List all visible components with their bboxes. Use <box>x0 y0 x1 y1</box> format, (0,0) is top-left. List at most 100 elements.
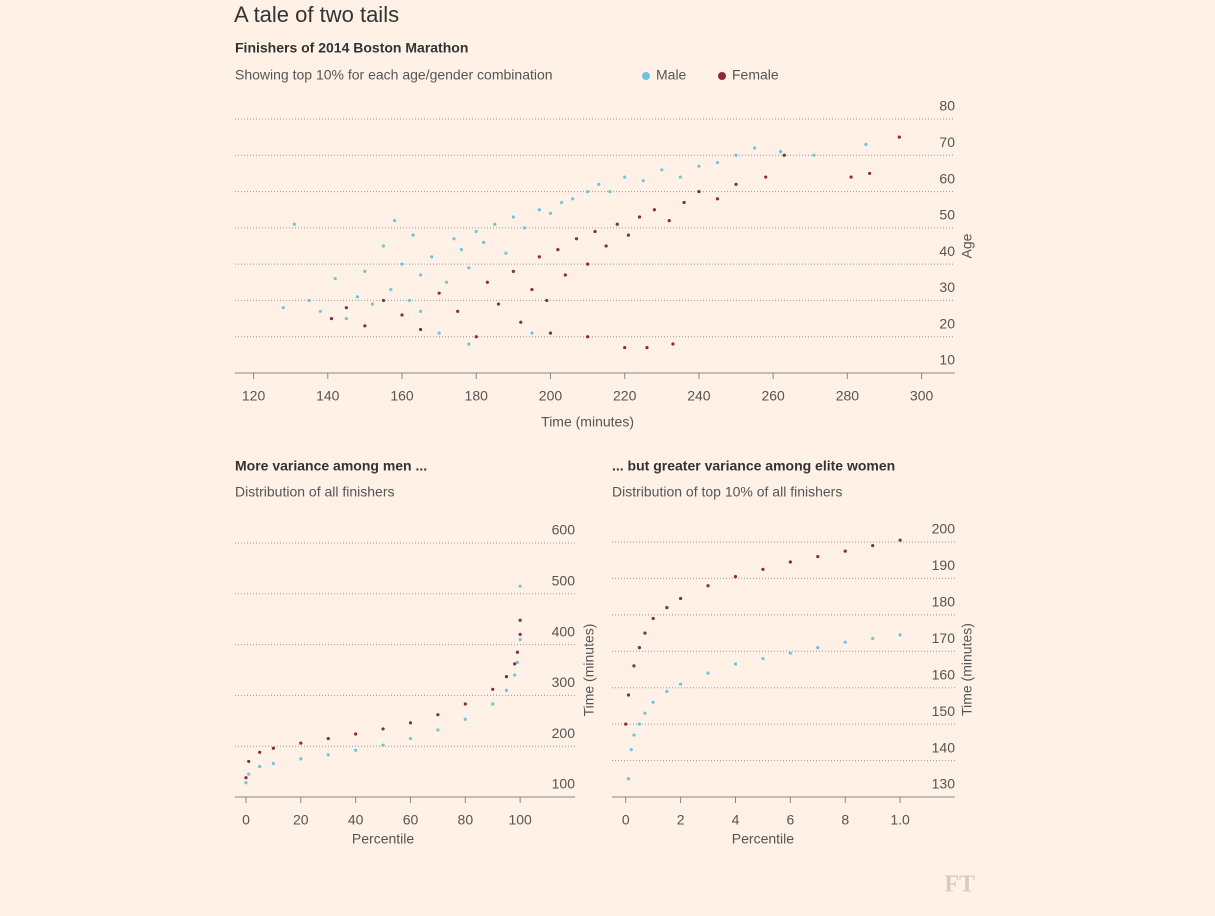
point <box>504 675 509 679</box>
point <box>897 135 901 139</box>
y-tick-label: 40 <box>939 243 955 259</box>
x-axis-label: Time (minutes) <box>541 414 634 430</box>
legend-label: Female <box>732 67 779 83</box>
x-tick-label: 280 <box>836 388 860 404</box>
point <box>247 772 251 776</box>
point <box>651 700 655 704</box>
point <box>632 664 636 668</box>
point <box>504 251 508 255</box>
point <box>363 269 367 273</box>
point <box>626 233 631 237</box>
point <box>467 342 471 346</box>
point <box>307 298 311 303</box>
point <box>548 211 553 215</box>
point <box>418 273 423 277</box>
point <box>734 182 738 186</box>
point <box>597 182 601 186</box>
x-tick-label: 8 <box>841 812 849 828</box>
point <box>491 702 495 706</box>
y-axis-label: Age <box>959 233 975 258</box>
y-tick-label: 60 <box>939 170 955 186</box>
x-axis-label: Percentile <box>352 831 414 847</box>
point <box>678 175 682 179</box>
y-tick-label: 300 <box>552 674 576 690</box>
x-tick-label: 40 <box>348 812 364 828</box>
point <box>400 313 404 317</box>
point <box>381 244 386 248</box>
point <box>418 309 423 313</box>
x-tick-label: 160 <box>390 388 414 404</box>
point <box>381 743 385 747</box>
legend-marker <box>718 72 726 80</box>
point <box>733 662 738 666</box>
point <box>559 200 564 205</box>
point <box>548 331 553 335</box>
y-tick-label: 130 <box>932 776 956 792</box>
point <box>585 262 590 266</box>
y-tick-label: 80 <box>939 98 955 114</box>
point <box>706 671 710 675</box>
point <box>788 560 792 564</box>
y-tick-label: 30 <box>939 279 955 295</box>
y-tick-label: 180 <box>932 594 956 610</box>
point <box>843 640 847 644</box>
chart-subtitle: Distribution of all finishers <box>235 484 395 500</box>
x-tick-label: 240 <box>687 388 711 404</box>
point <box>515 660 520 664</box>
point <box>513 673 517 677</box>
point <box>679 682 683 686</box>
point <box>467 266 471 270</box>
chart-title: Finishers of 2014 Boston Marathon <box>235 40 468 56</box>
point <box>615 222 619 226</box>
point <box>637 722 642 726</box>
point <box>389 287 393 292</box>
point <box>812 153 816 157</box>
point <box>326 736 330 741</box>
y-tick-label: 70 <box>939 134 955 150</box>
point <box>782 153 786 157</box>
point <box>608 189 612 194</box>
point <box>299 757 303 761</box>
point <box>764 175 768 179</box>
y-axis-label: Time (minutes) <box>959 623 975 716</box>
point <box>408 721 413 725</box>
x-tick-label: 220 <box>613 388 637 404</box>
point <box>411 233 415 237</box>
point <box>299 741 303 745</box>
point <box>518 584 522 588</box>
chart-subtitle: Distribution of top 10% of all finishers <box>612 484 842 500</box>
point <box>643 711 647 715</box>
x-tick-label: 0 <box>622 812 630 828</box>
point <box>329 316 334 321</box>
point <box>258 764 262 769</box>
point <box>898 633 902 637</box>
x-tick-label: 2 <box>677 812 685 828</box>
point <box>571 197 575 201</box>
y-tick-label: 600 <box>552 522 576 538</box>
point <box>518 632 522 637</box>
point <box>643 631 647 635</box>
x-tick-label: 200 <box>539 388 563 404</box>
point <box>363 324 367 328</box>
y-tick-label: 200 <box>552 725 576 741</box>
point <box>734 153 738 157</box>
point <box>715 197 720 201</box>
point <box>511 215 515 219</box>
y-tick-label: 190 <box>932 557 956 573</box>
point <box>271 761 275 766</box>
point <box>626 777 631 781</box>
point <box>437 291 441 295</box>
point <box>459 248 463 252</box>
point <box>493 222 497 226</box>
point <box>463 702 467 706</box>
point <box>326 753 330 757</box>
point <box>292 222 296 226</box>
point <box>816 646 820 650</box>
point <box>474 229 478 234</box>
point <box>665 689 669 693</box>
point <box>474 335 478 339</box>
point <box>400 262 404 266</box>
point <box>436 713 440 717</box>
